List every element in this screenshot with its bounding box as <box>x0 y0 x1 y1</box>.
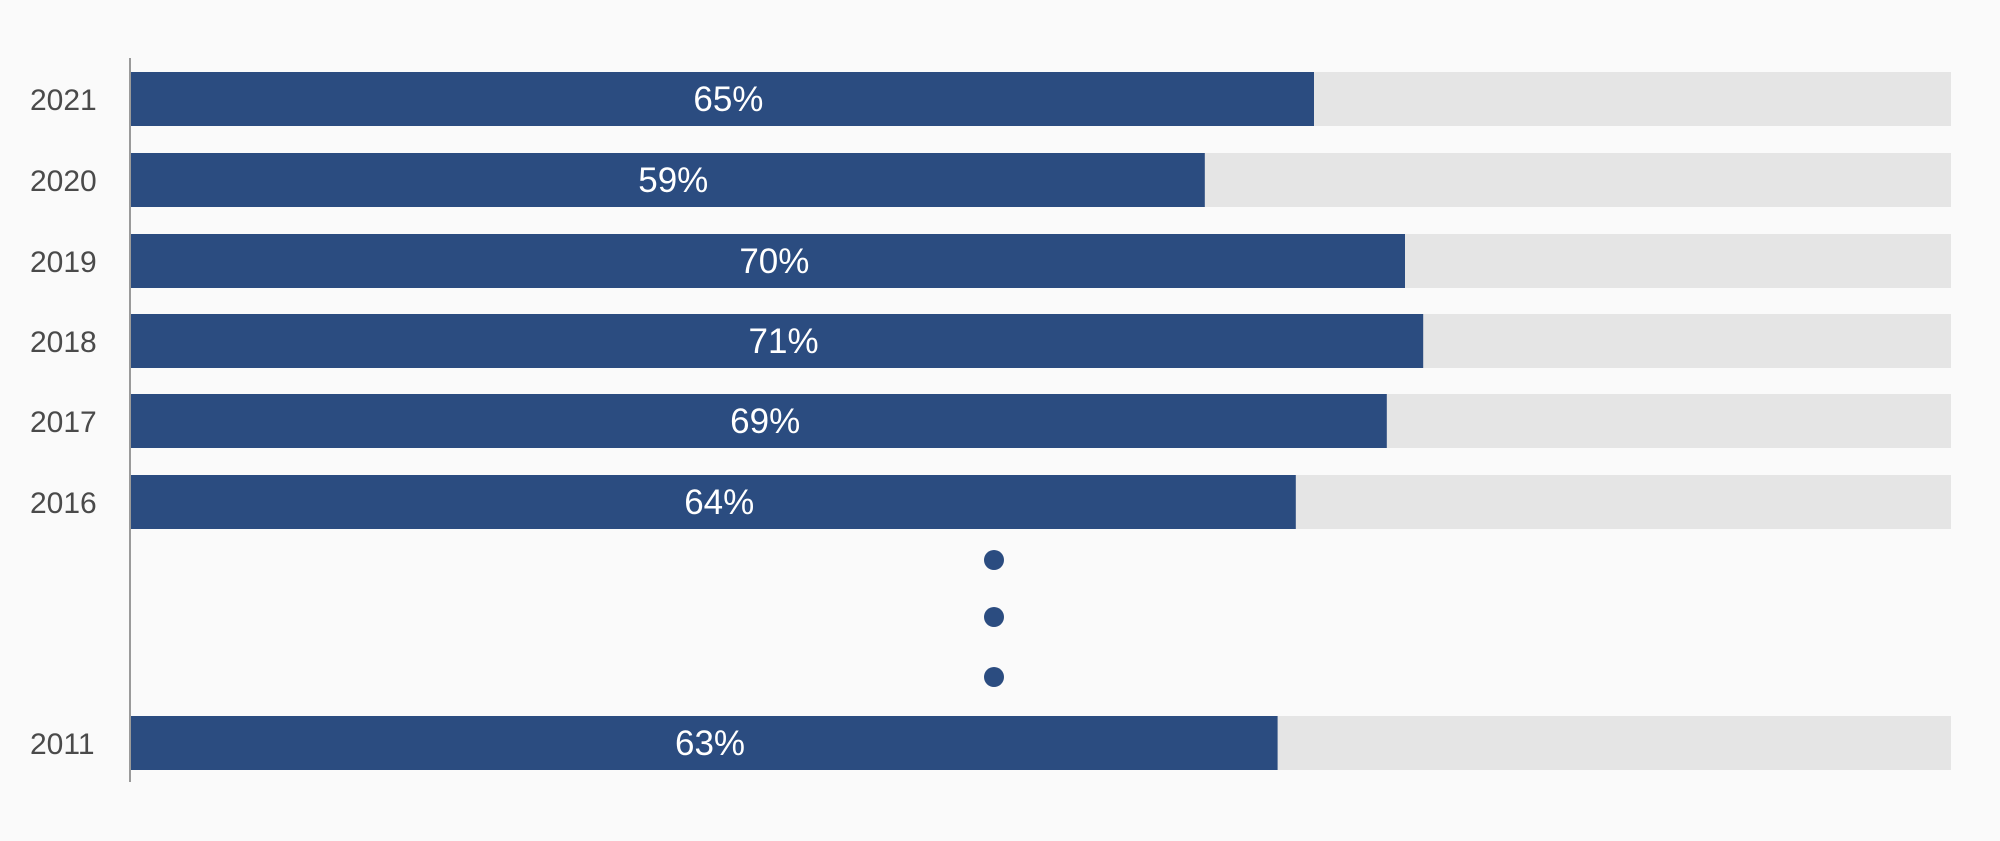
value-label-2016: 64% <box>684 483 754 522</box>
bar-2021 <box>131 72 1314 126</box>
ellipsis-dot-3 <box>984 667 1004 687</box>
year-label-2020: 2020 <box>30 165 97 198</box>
value-label-2017: 69% <box>730 402 800 441</box>
bar-2018 <box>131 314 1424 368</box>
year-labels: 2021 2020 2019 2018 2017 2016 2011 <box>30 84 97 761</box>
year-label-2018: 2018 <box>30 326 97 359</box>
year-label-2019: 2019 <box>30 246 97 279</box>
year-label-2011: 2011 <box>30 728 95 761</box>
bar-2020 <box>131 153 1205 207</box>
omitted-years-dots <box>984 550 1004 687</box>
year-label-2017: 2017 <box>30 406 97 439</box>
value-labels: 65% 59% 70% 71% 69% 64% 63% <box>638 80 818 763</box>
bar-2019 <box>131 234 1405 288</box>
ellipsis-dot-2 <box>984 607 1004 627</box>
bar-2017 <box>131 394 1387 448</box>
ellipsis-dot-1 <box>984 550 1004 570</box>
bar-2016 <box>131 475 1296 529</box>
year-label-2016: 2016 <box>30 487 97 520</box>
year-label-2021: 2021 <box>30 84 97 117</box>
value-label-2019: 70% <box>739 242 809 281</box>
value-label-2018: 71% <box>749 322 819 361</box>
bar-2011 <box>131 716 1278 770</box>
value-label-2021: 65% <box>693 80 763 119</box>
value-label-2020: 59% <box>638 161 708 200</box>
bars <box>131 72 1424 770</box>
value-label-2011: 63% <box>675 724 745 763</box>
